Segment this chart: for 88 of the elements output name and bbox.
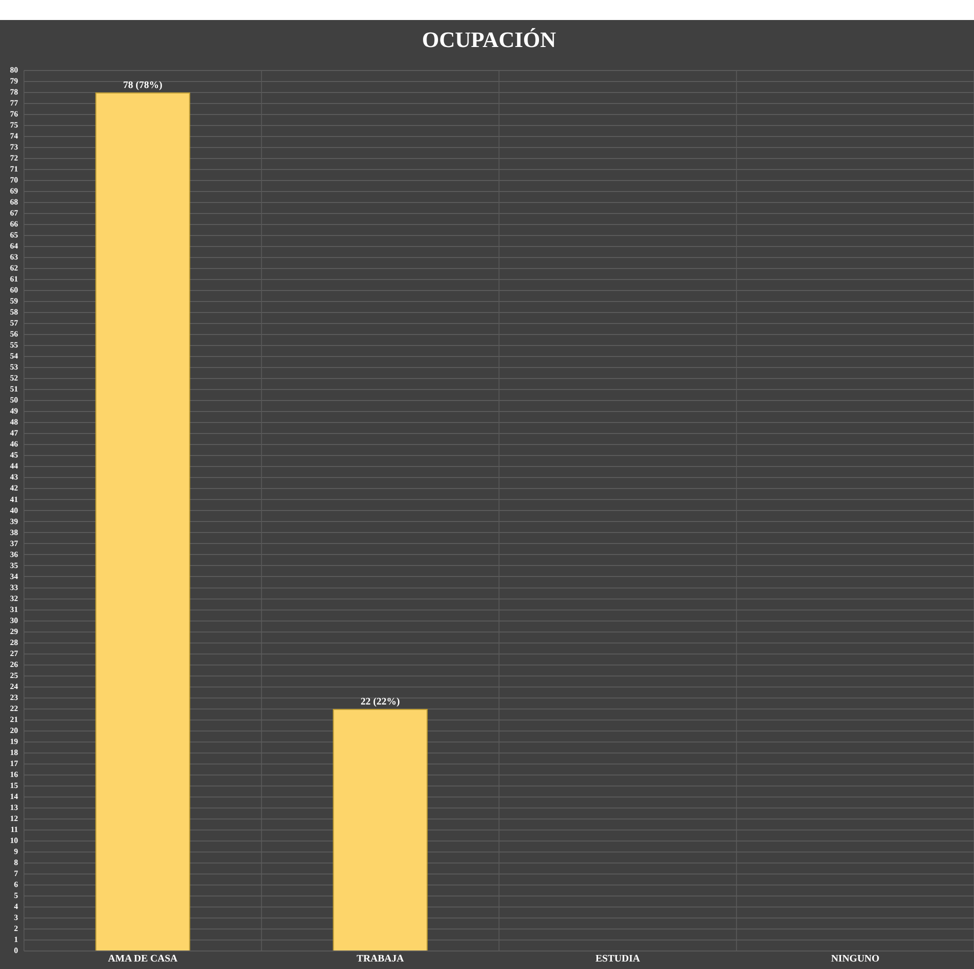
y-tick-label: 4 xyxy=(14,902,18,912)
y-tick-label: 73 xyxy=(10,142,18,152)
y-tick-label: 58 xyxy=(10,308,18,317)
y-tick-label: 16 xyxy=(10,770,18,779)
y-tick-label: 19 xyxy=(10,736,18,746)
y-tick-label: 43 xyxy=(10,472,18,482)
y-tick-label: 74 xyxy=(10,132,18,141)
y-tick-label: 13 xyxy=(10,802,18,812)
y-tick-label: 17 xyxy=(10,758,18,768)
y-tick-label: 56 xyxy=(10,330,18,339)
x-tick-label: NINGUNO xyxy=(831,954,880,965)
y-tick-label: 57 xyxy=(10,318,18,328)
y-tick-label: 77 xyxy=(10,98,18,108)
y-tick-label: 11 xyxy=(10,824,18,834)
y-tick-label: 20 xyxy=(10,726,18,735)
y-tick-label: 6 xyxy=(14,880,18,890)
y-tick-label: 36 xyxy=(10,550,18,559)
y-tick-label: 24 xyxy=(10,682,18,691)
y-tick-label: 1 xyxy=(14,935,18,944)
y-tick-label: 68 xyxy=(10,198,18,207)
y-tick-label: 55 xyxy=(10,340,18,350)
y-tick-label: 23 xyxy=(10,692,18,702)
y-tick-label: 12 xyxy=(10,814,18,823)
y-tick-label: 8 xyxy=(14,858,18,868)
y-tick-label: 69 xyxy=(10,186,18,196)
y-tick-label: 60 xyxy=(10,286,18,295)
y-tick-label: 41 xyxy=(10,494,18,504)
y-tick-label: 28 xyxy=(10,638,18,647)
x-tick-label: TRABAJA xyxy=(356,954,405,965)
y-tick-label: 35 xyxy=(10,560,18,570)
y-tick-label: 39 xyxy=(10,516,18,526)
y-tick-label: 64 xyxy=(10,242,18,251)
y-tick-label: 79 xyxy=(10,76,18,86)
y-tick-label: 22 xyxy=(10,704,18,713)
y-tick-label: 31 xyxy=(10,604,18,614)
y-tick-label: 27 xyxy=(10,648,18,658)
y-tick-label: 59 xyxy=(10,296,18,306)
y-tick-label: 15 xyxy=(10,780,18,790)
y-tick-label: 14 xyxy=(10,792,18,801)
y-tick-label: 38 xyxy=(10,528,18,537)
y-tick-label: 45 xyxy=(10,450,18,460)
y-tick-label: 10 xyxy=(10,836,18,845)
y-tick-label: 63 xyxy=(10,252,18,262)
y-tick-label: 71 xyxy=(10,164,18,174)
x-tick-label: AMA DE CASA xyxy=(108,954,178,965)
y-tick-label: 46 xyxy=(10,440,18,449)
y-tick-label: 54 xyxy=(10,352,18,361)
y-tick-label: 42 xyxy=(10,484,18,493)
y-tick-label: 9 xyxy=(14,846,18,856)
y-tick-label: 34 xyxy=(10,572,18,581)
y-tick-label: 51 xyxy=(10,384,18,394)
y-tick-label: 53 xyxy=(10,362,18,372)
y-tick-label: 25 xyxy=(10,670,18,680)
y-tick-label: 48 xyxy=(10,418,18,427)
y-tick-label: 65 xyxy=(10,230,18,240)
y-tick-label: 21 xyxy=(10,714,18,724)
y-tick-label: 50 xyxy=(10,396,18,405)
y-tick-label: 52 xyxy=(10,374,18,383)
y-tick-label: 3 xyxy=(14,913,18,922)
y-tick-label: 37 xyxy=(10,538,18,548)
y-tick-label: 80 xyxy=(10,65,18,74)
y-tick-label: 2 xyxy=(14,924,18,934)
y-tick-label: 44 xyxy=(10,462,18,471)
y-tick-label: 76 xyxy=(10,109,18,118)
y-tick-label: 18 xyxy=(10,748,18,757)
y-tick-label: 72 xyxy=(10,154,18,163)
x-tick-label: ESTUDIA xyxy=(596,954,641,965)
chart-title: OCUPACIÓN xyxy=(422,26,556,52)
y-tick-label: 62 xyxy=(10,264,18,273)
y-tick-label: 61 xyxy=(10,274,18,284)
y-tick-label: 66 xyxy=(10,220,18,229)
y-tick-label: 78 xyxy=(10,87,18,96)
data-label: 78 (78%) xyxy=(123,80,162,91)
y-tick-label: 70 xyxy=(10,176,18,185)
data-label: 22 (22%) xyxy=(360,696,400,708)
y-tick-label: 29 xyxy=(10,626,18,636)
y-tick-label: 26 xyxy=(10,660,18,669)
y-tick-label: 47 xyxy=(10,428,18,438)
y-tick-label: 0 xyxy=(14,946,18,956)
y-tick-label: 40 xyxy=(10,506,18,515)
y-tick-label: 75 xyxy=(10,120,18,130)
y-tick-label: 7 xyxy=(14,869,18,878)
y-tick-label: 5 xyxy=(14,891,18,900)
y-tick-label: 30 xyxy=(10,616,18,625)
y-tick-label: 33 xyxy=(10,582,18,592)
y-tick-label: 32 xyxy=(10,594,18,603)
y-tick-label: 67 xyxy=(10,208,18,218)
y-tick-label: 49 xyxy=(10,406,18,416)
